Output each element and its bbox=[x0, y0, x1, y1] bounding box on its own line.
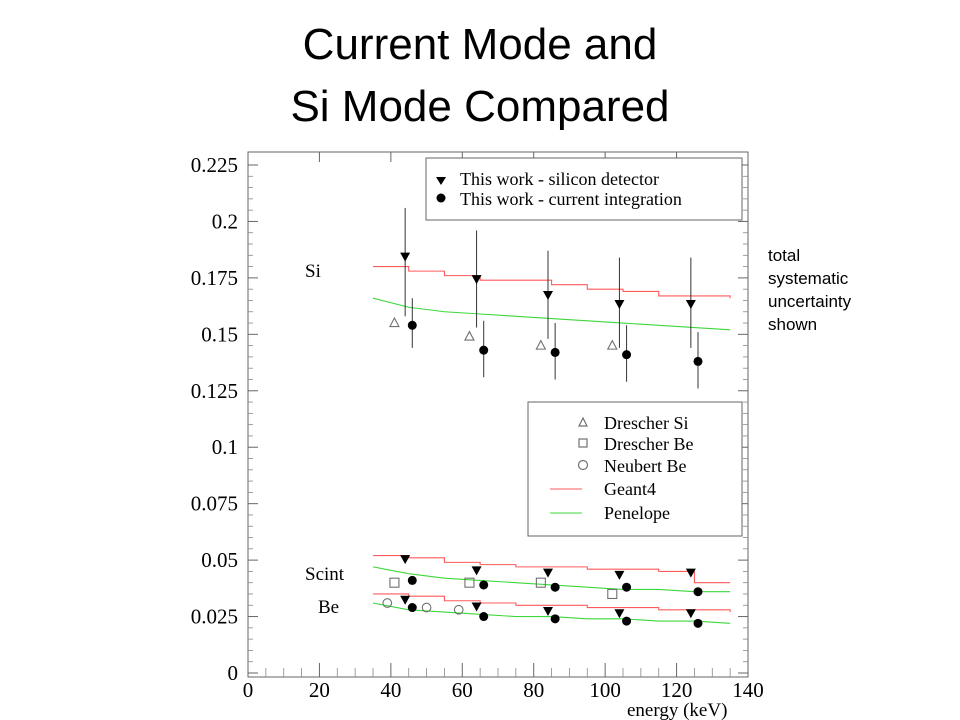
point-circle-filled bbox=[622, 616, 632, 626]
geant4-curve-si bbox=[373, 266, 731, 299]
x-tick-label: 80 bbox=[523, 678, 544, 702]
point-circle-filled bbox=[622, 582, 632, 592]
point-circle-filled bbox=[550, 347, 560, 357]
point-triangle-open bbox=[535, 339, 547, 350]
point-circle-filled bbox=[407, 603, 417, 613]
legend-bottom-box bbox=[527, 401, 743, 537]
side-note-line: total bbox=[768, 246, 801, 265]
point-square-open bbox=[535, 577, 546, 588]
y-tick-label: 0.05 bbox=[201, 548, 238, 572]
x-tick-label: 60 bbox=[452, 678, 473, 702]
point-triangle-down bbox=[543, 568, 553, 578]
legend-bottom-entry: Neubert Be bbox=[604, 456, 686, 476]
point-circle-open bbox=[382, 598, 393, 608]
point-circle-filled bbox=[479, 345, 489, 355]
point-triangle-down bbox=[400, 555, 411, 565]
x-tick-label: 0 bbox=[243, 678, 254, 702]
legend-top-entry: This work - current integration bbox=[460, 189, 682, 209]
legend-bottom-entry: Penelope bbox=[604, 503, 670, 523]
side-note: total systematic uncertainty shown bbox=[768, 244, 851, 336]
point-circle-filled bbox=[407, 320, 417, 330]
point-square-open bbox=[607, 588, 618, 600]
side-note-line: systematic bbox=[768, 269, 849, 288]
x-axis-label: energy (keV) bbox=[627, 700, 727, 720]
point-triangle-down bbox=[543, 290, 553, 300]
y-tick-label: 0.2 bbox=[212, 209, 238, 233]
point-triangle-open bbox=[606, 339, 618, 350]
legend-open-triangle-icon bbox=[578, 416, 588, 427]
y-tick-label: 0.075 bbox=[191, 492, 238, 516]
legend-bottom-entry: Drescher Be bbox=[604, 434, 693, 454]
point-triangle-down bbox=[471, 566, 482, 576]
geant4-curve-be bbox=[373, 593, 731, 613]
point-circle-open bbox=[421, 602, 432, 613]
point-triangle-down bbox=[685, 568, 696, 578]
point-triangle-down bbox=[614, 299, 625, 309]
slide-title-line-2: Si Mode Compared bbox=[290, 82, 670, 131]
legend-bottom: Drescher Si Drescher Be Neubert Be Geant… bbox=[527, 401, 743, 537]
y-tick-label: 0.1 bbox=[212, 435, 238, 459]
geant4-curve-scint bbox=[373, 555, 731, 584]
legend-bottom-entry: Geant4 bbox=[604, 479, 656, 499]
x-tick-label: 100 bbox=[589, 678, 621, 702]
point-triangle-down bbox=[685, 299, 696, 309]
x-tick-label: 20 bbox=[309, 678, 330, 702]
slide-title-line-1: Current Mode and bbox=[302, 20, 658, 69]
legend-bottom-entry: Drescher Si bbox=[604, 413, 688, 433]
point-circle-filled bbox=[622, 350, 632, 360]
point-circle-filled bbox=[550, 582, 560, 592]
point-triangle-down bbox=[685, 609, 696, 619]
point-triangle-down bbox=[614, 609, 625, 619]
side-note-line: shown bbox=[768, 315, 818, 334]
point-triangle-down bbox=[400, 252, 411, 262]
point-circle-filled bbox=[550, 614, 560, 624]
y-tick-label: 0.15 bbox=[201, 322, 238, 346]
legend-top-box bbox=[425, 157, 743, 221]
point-square-open bbox=[464, 577, 475, 588]
legend-filled-circle-icon bbox=[436, 193, 446, 203]
point-triangle-open bbox=[389, 316, 400, 328]
point-circle-filled bbox=[407, 575, 417, 585]
y-tick-label: 0.225 bbox=[191, 153, 238, 177]
point-triangle-down bbox=[471, 275, 482, 285]
legend-triangle-down-icon bbox=[436, 177, 446, 185]
annotation-scint: Scint bbox=[305, 564, 345, 585]
penelope-curve-si bbox=[372, 297, 731, 331]
point-triangle-down bbox=[400, 595, 411, 605]
point-circle-filled bbox=[479, 580, 489, 590]
point-triangle-down bbox=[543, 607, 553, 617]
legend-top: This work - silicon detector This work -… bbox=[425, 157, 743, 221]
side-note-line: uncertainty bbox=[768, 292, 852, 311]
point-triangle-open bbox=[464, 330, 475, 341]
data-markers bbox=[382, 207, 703, 628]
point-circle-filled bbox=[479, 612, 489, 622]
point-circle-filled bbox=[693, 356, 703, 366]
point-circle-filled bbox=[693, 587, 703, 597]
x-tick-label: 140 bbox=[732, 678, 764, 702]
annotations: Si Scint Be bbox=[305, 261, 345, 618]
legend-top-entry: This work - silicon detector bbox=[460, 169, 659, 189]
y-tick-label: 0.175 bbox=[191, 266, 238, 290]
legend-open-circle-icon bbox=[577, 459, 589, 471]
point-triangle-down bbox=[471, 602, 482, 612]
axes: 0 0.025 0.05 0.075 0.1 0.125 0.15 0.175 0.2 0.225… bbox=[191, 152, 764, 702]
y-tick-label: 0 bbox=[228, 661, 239, 685]
annotation-si: Si bbox=[305, 261, 321, 282]
point-square-open bbox=[389, 577, 400, 588]
point-circle-open bbox=[453, 604, 464, 615]
point-circle-filled bbox=[693, 618, 703, 628]
legend-open-square-icon bbox=[578, 438, 588, 448]
x-tick-label: 120 bbox=[661, 678, 693, 702]
y-tick-label: 0.025 bbox=[191, 605, 238, 629]
point-triangle-down bbox=[614, 570, 625, 580]
y-tick-label: 0.125 bbox=[191, 379, 238, 403]
annotation-be: Be bbox=[318, 597, 339, 618]
x-tick-label: 40 bbox=[380, 678, 401, 702]
